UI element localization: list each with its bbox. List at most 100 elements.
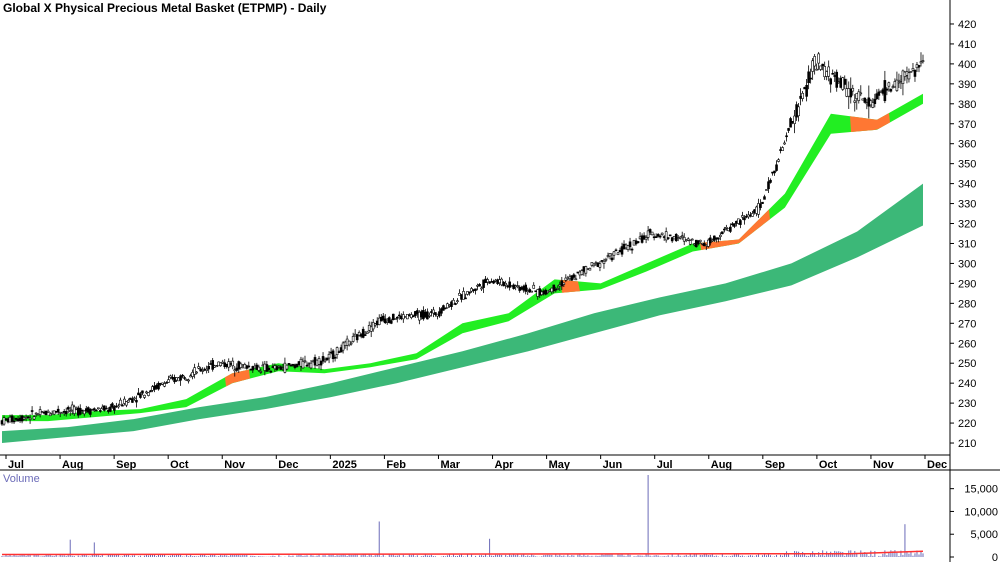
candle-body [351,336,355,342]
candle-body [488,281,491,284]
candle-body [406,314,409,320]
candle-body [588,267,592,271]
candle-body [329,351,333,354]
candle-body [16,418,20,422]
candle-body [911,68,915,71]
candle-body [458,293,461,296]
candle-body [448,304,451,307]
candle-body [177,377,180,382]
candle-body [203,368,206,371]
candle-body [46,410,50,413]
candle-body [267,367,271,371]
candle-body [789,118,792,128]
candle-body [538,288,542,296]
candle-body [428,315,431,317]
candle-body [735,220,738,224]
candle-body [444,307,447,310]
candle-body [221,361,225,364]
candle-body [739,220,742,225]
y-tick-label: 220 [958,418,976,430]
candle-body [205,368,208,371]
candle-body [875,93,879,99]
x-tick-label: Mar [440,459,460,471]
candle-body [381,315,385,321]
candle-body [909,71,913,73]
candle-body [847,88,851,97]
candle-body [113,406,116,411]
candle-body [434,312,437,315]
candle-body [660,232,664,235]
candle-body [40,411,44,414]
candle-body [331,350,335,359]
y-tick-label: 380 [958,99,976,111]
candle-body [393,318,397,320]
candle-body [907,72,911,80]
candle-body [101,406,104,409]
candle-body [279,366,283,370]
candle-body [861,98,865,101]
candle-body [492,281,495,284]
candle-body [821,63,824,67]
x-tick-label: Apr [495,459,515,471]
candle-body [793,115,796,124]
y-tick-label: 310 [958,238,976,250]
candle-body [795,104,798,118]
y-tick-label: 390 [958,79,976,91]
y-tick-label: 340 [958,179,976,191]
candle-body [574,278,578,281]
candle-body [18,417,22,421]
candle-body [347,340,351,346]
candle-body [389,320,393,324]
candle-body [813,56,816,67]
candle-body [765,189,768,191]
candle-body [737,218,740,224]
candle-body [313,357,317,366]
candle-body [747,214,750,218]
candle-body [66,407,70,410]
candle-body [500,278,503,286]
candle-body [247,365,251,368]
candle-body [586,268,590,270]
candle-body [34,412,38,415]
candle-body [650,231,654,236]
candle-body [921,60,925,62]
candle-body [773,170,776,174]
candle-body [343,341,347,346]
candle-body [32,416,36,420]
candle-body [408,314,411,316]
y-tick-label: 250 [958,358,976,370]
candle-body [520,287,523,290]
candle-body [803,87,806,90]
candle-body [855,93,859,99]
candle-body [315,359,319,366]
y-tick-label: 300 [958,258,976,270]
candle-body [58,411,62,414]
candle-body [510,285,513,288]
candle-body [442,305,445,311]
y-tick-label: 400 [958,59,976,71]
candle-body [426,311,429,320]
candle-body [512,284,515,289]
candle-body [454,303,457,305]
candle-body [263,363,267,371]
x-tick-label: Oct [819,459,838,471]
candle-body [297,361,301,366]
candle-body [84,408,88,412]
candle-body [743,217,746,221]
candle-body [283,362,287,373]
candle-body [141,390,144,394]
y-tick-label: 290 [958,278,976,290]
candle-body [556,288,560,290]
candle-body [819,65,822,70]
candle-body [460,294,463,300]
candle-body [189,375,192,378]
candle-body [865,102,869,105]
candle-body [568,276,572,279]
candle-body [514,285,517,288]
candle-body [889,88,893,92]
candle-body [135,399,138,403]
candle-body [761,201,764,204]
candle-body [807,71,810,84]
candle-body [913,69,917,77]
y-tick-label: 260 [958,338,976,350]
